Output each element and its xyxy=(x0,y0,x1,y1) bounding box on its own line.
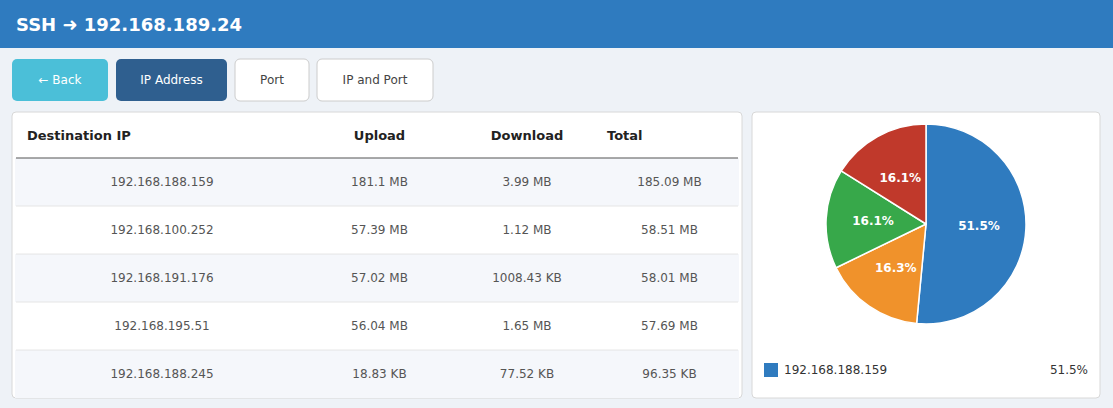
svg-text:181.1 MB: 181.1 MB xyxy=(351,175,408,189)
svg-text:51.5%: 51.5% xyxy=(1050,363,1088,377)
svg-text:16.1%: 16.1% xyxy=(880,171,922,185)
svg-text:192.168.188.245: 192.168.188.245 xyxy=(110,367,213,381)
svg-text:Upload: Upload xyxy=(354,128,405,143)
svg-text:57.39 MB: 57.39 MB xyxy=(351,223,408,237)
svg-text:16.1%: 16.1% xyxy=(852,214,894,228)
svg-text:56.04 MB: 56.04 MB xyxy=(351,319,408,333)
svg-text:77.52 KB: 77.52 KB xyxy=(500,367,554,381)
svg-text:16.3%: 16.3% xyxy=(875,261,917,275)
svg-text:Total: Total xyxy=(607,128,643,143)
svg-text:Download: Download xyxy=(491,128,563,143)
svg-text:58.51 MB: 58.51 MB xyxy=(641,223,698,237)
svg-text:1.65 MB: 1.65 MB xyxy=(502,319,551,333)
svg-text:1008.43 KB: 1008.43 KB xyxy=(492,271,562,285)
svg-text:SSH ➜ 192.168.189.24: SSH ➜ 192.168.189.24 xyxy=(16,14,242,35)
svg-text:← Back: ← Back xyxy=(38,73,81,87)
svg-text:IP and Port: IP and Port xyxy=(343,73,408,87)
svg-text:51.5%: 51.5% xyxy=(958,219,1000,233)
svg-text:18.83 KB: 18.83 KB xyxy=(352,367,406,381)
svg-text:192.168.188.159: 192.168.188.159 xyxy=(784,363,887,377)
svg-text:192.168.188.159: 192.168.188.159 xyxy=(110,175,213,189)
svg-text:192.168.100.252: 192.168.100.252 xyxy=(110,223,213,237)
svg-text:96.35 KB: 96.35 KB xyxy=(642,367,696,381)
svg-text:Destination IP: Destination IP xyxy=(27,128,131,143)
svg-text:192.168.195.51: 192.168.195.51 xyxy=(114,319,209,333)
svg-text:IP Address: IP Address xyxy=(140,73,202,87)
svg-text:192.168.191.176: 192.168.191.176 xyxy=(110,271,213,285)
svg-text:Port: Port xyxy=(260,73,284,87)
svg-text:58.01 MB: 58.01 MB xyxy=(641,271,698,285)
svg-text:57.69 MB: 57.69 MB xyxy=(641,319,698,333)
svg-text:57.02 MB: 57.02 MB xyxy=(351,271,408,285)
svg-text:1.12 MB: 1.12 MB xyxy=(502,223,551,237)
svg-text:3.99 MB: 3.99 MB xyxy=(502,175,551,189)
svg-text:185.09 MB: 185.09 MB xyxy=(637,175,701,189)
